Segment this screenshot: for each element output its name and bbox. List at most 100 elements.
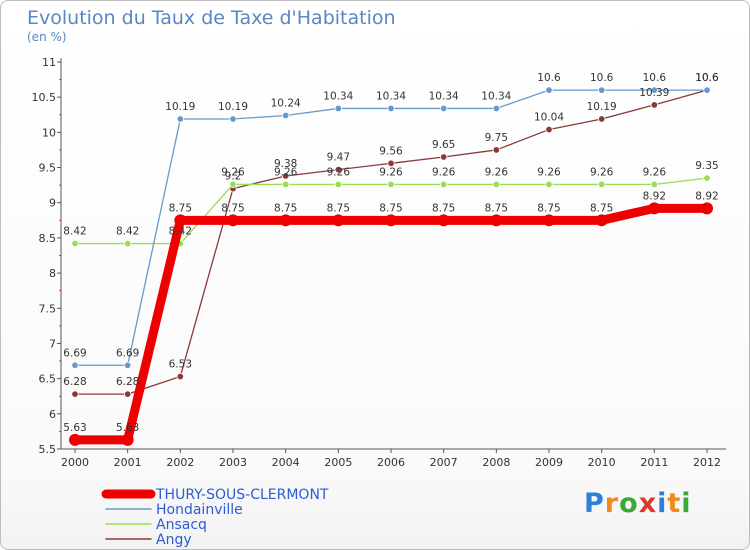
data-label: 9.26 [379,166,403,178]
legend-entry: Angy [156,532,192,548]
chart-title: Evolution du Taux de Taxe d'Habitation [27,7,396,29]
series-line-angy [74,89,708,395]
data-point [123,361,132,369]
data-point [703,174,711,182]
logo-letter: x [638,488,658,519]
data-label: 10.6 [537,72,561,84]
data-point [121,433,134,446]
data-point [439,153,448,161]
legend-entry: THURY-SOUS-CLERMONT [155,487,329,503]
data-point [387,180,395,189]
data-label: 9.26 [590,166,614,178]
y-tick-label: 10 [42,126,56,139]
data-label: 10.19 [587,101,617,113]
data-point [492,146,501,154]
data-label: 10.6 [590,72,614,84]
data-point [334,165,343,174]
x-tick-label: 2000 [61,456,89,469]
x-tick-label: 2002 [166,456,194,469]
y-tick-label: 9.5 [39,162,57,175]
data-point [281,111,290,120]
x-tick-label: 2009 [535,456,563,469]
y-tick-label: 8 [49,267,56,280]
data-label: 9.2 [225,171,242,183]
data-point [123,239,132,248]
logo-letter: P [584,488,605,519]
x-tick-label: 2011 [640,456,668,469]
data-label: 9.75 [485,132,508,144]
data-point [650,86,659,94]
data-point [543,214,555,227]
legend-entry: Ansacq [156,517,207,533]
x-tick-label: 2008 [482,456,510,469]
data-label: 8.42 [116,226,139,238]
x-tick-label: 2004 [272,456,300,469]
data-point [490,214,503,227]
data-label: 9.47 [327,152,350,164]
data-label: 8.75 [327,202,350,214]
data-label: 8.75 [169,202,192,214]
data-point [227,214,239,227]
data-label: 10.6 [695,72,719,84]
data-point [650,101,659,109]
chart-subtitle: (en %) [27,30,67,44]
data-point [69,433,81,446]
data-label: 10.39 [639,87,669,99]
data-label: 8.75 [485,202,508,214]
data-label: 8.75 [432,202,455,214]
logo-letter: t [667,488,682,519]
data-label: 8.75 [221,202,244,214]
data-label: 9.38 [274,158,297,170]
y-tick-label: 7.5 [39,302,57,315]
x-tick-label: 2010 [588,456,616,469]
data-label: 10.34 [429,90,459,102]
data-point [703,86,711,94]
data-label: 8.42 [63,226,86,238]
data-label: 9.26 [221,166,245,178]
x-tick-label: 2003 [219,456,247,469]
data-point [648,202,661,215]
data-label: 9.26 [432,166,456,178]
data-label: 10.19 [218,101,248,113]
logo-letter: i [657,488,668,519]
data-label: 10.24 [271,97,301,109]
data-point [650,180,659,189]
data-point [334,104,343,113]
data-point [597,180,606,189]
data-point [492,180,501,189]
data-label: 9.26 [327,166,351,178]
proxiti-logo: Proxiti [584,488,692,519]
data-label: 6.69 [116,347,139,359]
data-point [229,180,237,189]
data-point [71,361,79,369]
data-label: 9.26 [485,166,509,178]
data-point [387,104,395,113]
data-label: 5.63 [116,422,139,434]
y-tick-label: 11 [42,56,56,69]
data-point [545,86,553,94]
data-point [385,214,397,227]
data-point [71,390,79,398]
y-tick-label: 9 [49,197,56,210]
x-tick-label: 2001 [114,456,142,469]
x-tick-label: 2006 [377,456,405,469]
data-label: 8.75 [537,202,560,214]
data-point [176,115,185,123]
y-tick-label: 7 [49,337,56,350]
data-label: 10.34 [481,90,511,102]
y-tick-label: 6 [49,408,56,421]
data-label: 10.04 [534,112,564,124]
data-label: 10.34 [323,90,353,102]
logo-letter: o [619,488,639,519]
y-tick-label: 6.5 [39,373,57,386]
data-point [439,180,448,189]
x-tick-label: 2005 [324,456,352,469]
data-label: 6.28 [63,376,86,388]
y-tick-label: 10.5 [32,91,57,104]
data-point [437,214,450,227]
data-point [597,115,606,123]
logo-letter: r [604,488,620,519]
data-label: 10.6 [643,72,667,84]
data-label: 8.75 [379,202,402,214]
logo-letter: i [681,488,692,519]
